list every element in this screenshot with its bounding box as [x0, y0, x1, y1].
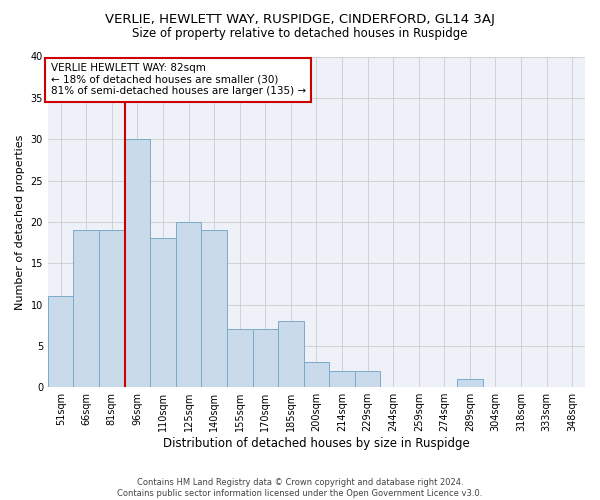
- Bar: [329, 370, 355, 387]
- Bar: [48, 296, 73, 387]
- Bar: [99, 230, 125, 387]
- Bar: [278, 321, 304, 387]
- Bar: [304, 362, 329, 387]
- Bar: [457, 379, 482, 387]
- Bar: [176, 222, 202, 387]
- Bar: [150, 238, 176, 387]
- Text: VERLIE HEWLETT WAY: 82sqm
← 18% of detached houses are smaller (30)
81% of semi-: VERLIE HEWLETT WAY: 82sqm ← 18% of detac…: [50, 63, 306, 96]
- Bar: [125, 139, 150, 387]
- Bar: [253, 330, 278, 387]
- Bar: [355, 370, 380, 387]
- Bar: [202, 230, 227, 387]
- Text: Contains HM Land Registry data © Crown copyright and database right 2024.
Contai: Contains HM Land Registry data © Crown c…: [118, 478, 482, 498]
- Y-axis label: Number of detached properties: Number of detached properties: [15, 134, 25, 310]
- Bar: [73, 230, 99, 387]
- X-axis label: Distribution of detached houses by size in Ruspidge: Distribution of detached houses by size …: [163, 437, 470, 450]
- Text: Size of property relative to detached houses in Ruspidge: Size of property relative to detached ho…: [132, 28, 468, 40]
- Bar: [227, 330, 253, 387]
- Text: VERLIE, HEWLETT WAY, RUSPIDGE, CINDERFORD, GL14 3AJ: VERLIE, HEWLETT WAY, RUSPIDGE, CINDERFOR…: [105, 12, 495, 26]
